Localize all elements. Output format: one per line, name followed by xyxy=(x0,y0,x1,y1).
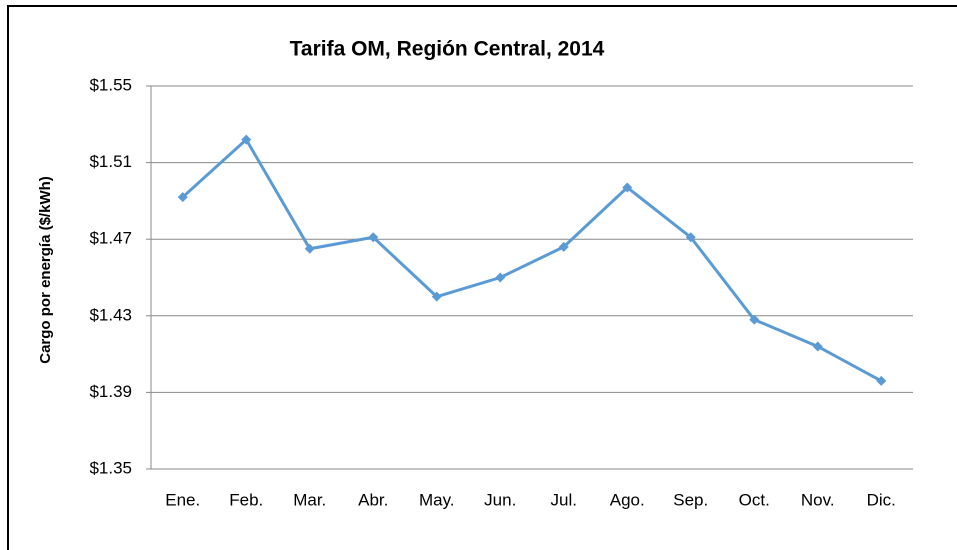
y-tick-label: $1.39 xyxy=(89,382,132,401)
y-tick-label: $1.51 xyxy=(89,152,132,171)
y-tick-label: $1.55 xyxy=(89,75,132,94)
data-point xyxy=(241,134,252,145)
chart-frame xyxy=(7,5,957,550)
x-tick-label: Jul. xyxy=(551,490,577,509)
x-tick-label: Mar. xyxy=(293,490,326,509)
y-tick-label: $1.35 xyxy=(89,458,132,477)
y-tick-label: $1.43 xyxy=(89,305,132,324)
y-tick-label: $1.47 xyxy=(89,229,132,248)
x-tick-label: May. xyxy=(419,490,455,509)
x-tick-label: Feb. xyxy=(229,490,263,509)
x-tick-label: Abr. xyxy=(358,490,388,509)
x-tick-label: Oct. xyxy=(739,490,770,509)
data-point xyxy=(304,243,315,254)
x-tick-label: Sep. xyxy=(673,490,708,509)
data-point xyxy=(685,232,696,243)
data-point xyxy=(177,192,188,203)
data-point xyxy=(368,232,379,243)
x-tick-label: Ago. xyxy=(610,490,645,509)
data-point xyxy=(622,182,633,193)
x-tick-label: Ene. xyxy=(165,490,200,509)
data-point xyxy=(749,314,760,325)
data-point xyxy=(876,375,887,386)
y-axis-label: Cargo por energía ($/kWh) xyxy=(37,176,54,364)
data-point xyxy=(558,241,569,252)
data-point xyxy=(812,341,823,352)
data-point xyxy=(495,272,506,283)
chart-title: Tarifa OM, Región Central, 2014 xyxy=(290,38,605,61)
series-line xyxy=(181,137,882,383)
x-tick-label: Jun. xyxy=(484,490,516,509)
data-point xyxy=(431,291,442,302)
x-tick-label: Nov. xyxy=(801,490,835,509)
x-tick-label: Dic. xyxy=(867,490,896,509)
